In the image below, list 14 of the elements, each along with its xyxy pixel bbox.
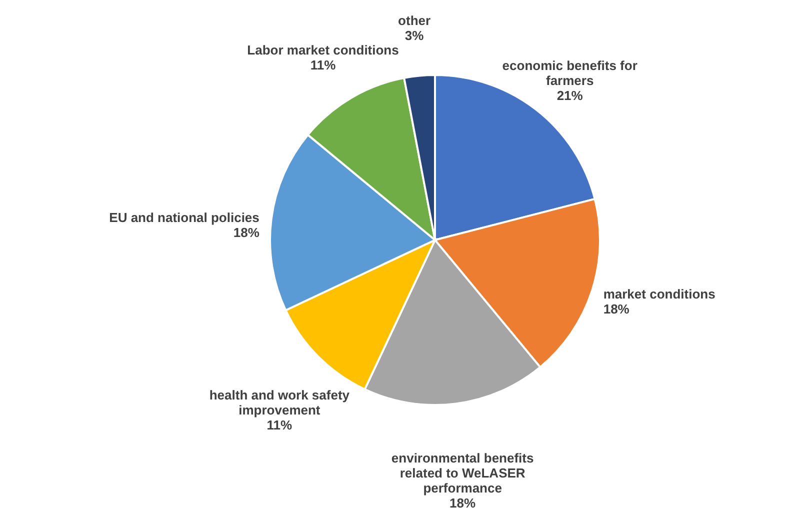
data-label: 3% [404, 28, 424, 43]
data-label: 18% [603, 302, 630, 317]
slice-label: Labor market conditions [247, 42, 399, 58]
slice-label: environmental benefits related to WeLASER performance [391, 450, 534, 496]
data-label: 11% [310, 58, 336, 73]
data-label: 18% [450, 495, 476, 508]
slice-label: other [398, 12, 431, 28]
slice-label: health and work safety improvement [209, 388, 350, 418]
data-label: 21% [556, 88, 584, 104]
slice-label: EU and national policies [109, 210, 260, 225]
slice-label: market conditions [603, 286, 716, 302]
data-label: 11% [266, 418, 293, 433]
data-label: 18% [233, 224, 260, 240]
slice-label: economic benefits for farmers [502, 58, 638, 88]
